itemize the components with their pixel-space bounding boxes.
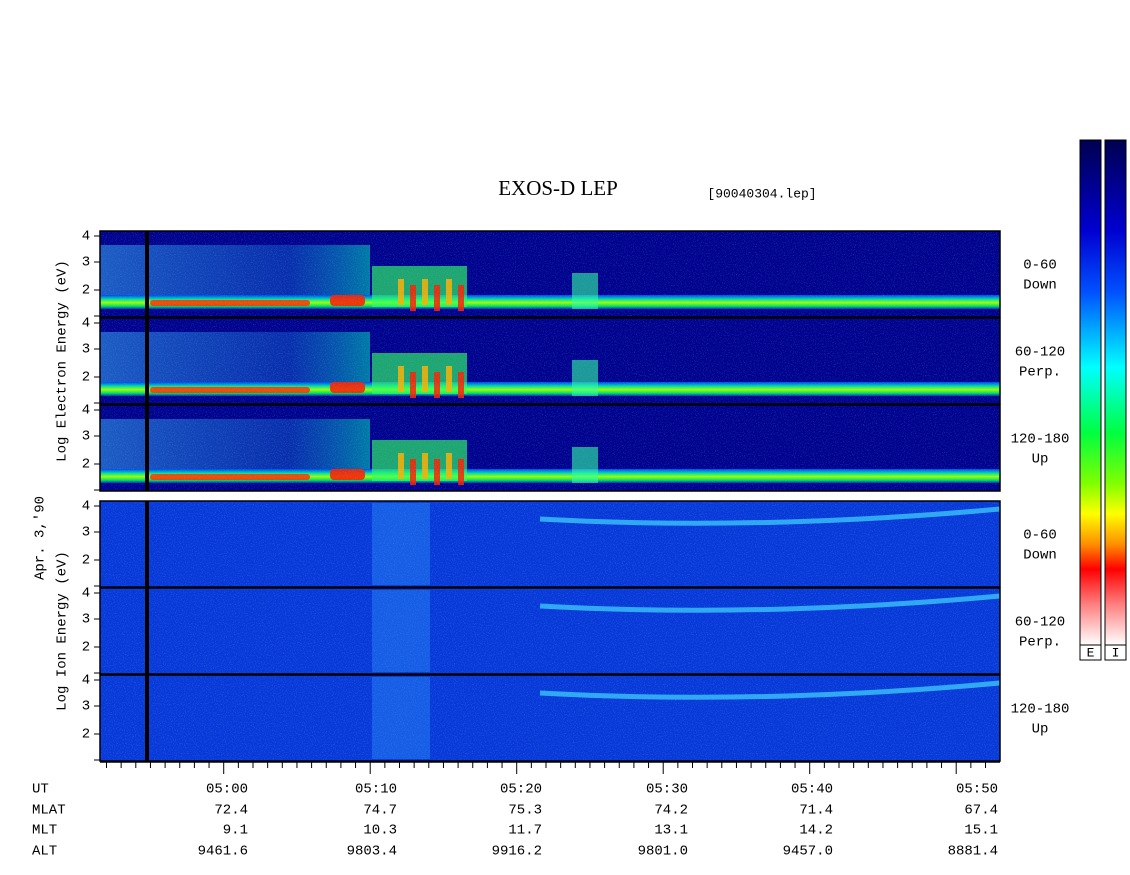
panel: 4 3 2 0-60 Down	[82, 229, 1057, 318]
panel-label: Down	[1023, 548, 1057, 564]
y-tick-label: 2	[82, 727, 90, 743]
spectrogram-noise	[100, 405, 1000, 491]
row-value: 05:20	[500, 782, 542, 798]
row-value: 05:50	[956, 782, 998, 798]
y-tick-label: 3	[82, 429, 90, 445]
panel-frame	[99, 674, 1001, 762]
spectrogram-noise	[100, 501, 1000, 587]
dropout-line	[145, 405, 149, 491]
panel-frame	[99, 230, 1001, 318]
row-value: 13.1	[654, 823, 688, 839]
panel-frame	[99, 500, 1001, 588]
colorbar-e-box	[1079, 644, 1102, 661]
y-tick-label: 4	[82, 586, 90, 602]
panel-label: Down	[1023, 278, 1057, 294]
y-tick-label: 3	[82, 342, 90, 358]
row-value: 74.7	[363, 803, 397, 819]
row-value: 9801.0	[638, 844, 688, 860]
spectrogram-noise	[100, 318, 1000, 404]
row-value: 15.1	[964, 823, 998, 839]
row-value: 05:10	[355, 782, 397, 798]
row-label: MLAT	[32, 803, 66, 819]
panel-label: 60-120	[1015, 615, 1065, 631]
y-tick-label: 4	[82, 316, 90, 332]
y-tick-label: 4	[82, 403, 90, 419]
row-value: 74.2	[654, 803, 688, 819]
panel-label: 120-180	[1011, 432, 1070, 448]
spectrogram-noise	[100, 231, 1000, 317]
time-axis: UT 05:00 05:10 05:20 05:30 05:40 05:50 MLAT 72.4…	[32, 761, 1000, 860]
y-tick-label: 2	[82, 370, 90, 386]
y-tick-label: 3	[82, 612, 90, 628]
panel-frame	[99, 587, 1001, 675]
y-tick-label: 4	[82, 499, 90, 515]
electron-axis-label: Log Electron Energy (eV)	[55, 260, 71, 462]
row-value: 75.3	[508, 803, 542, 819]
panel: 4 3 2 0-60 Down	[82, 499, 1057, 588]
ion-axis-label: Log Ion Energy (eV)	[55, 551, 71, 711]
row-value: 05:00	[206, 782, 248, 798]
dropout-line	[145, 501, 149, 587]
row-value: 05:30	[646, 782, 688, 798]
dropout-line	[145, 675, 149, 761]
y-tick-label: 4	[82, 229, 90, 245]
panel-label: Perp.	[1019, 365, 1061, 381]
y-tick-label: 2	[82, 553, 90, 569]
panel-label: 60-120	[1015, 345, 1065, 361]
dropout-line	[145, 231, 149, 317]
row-value: 11.7	[508, 823, 542, 839]
row-value: 10.3	[363, 823, 397, 839]
row-value: 72.4	[214, 803, 248, 819]
y-tick-label: 3	[82, 525, 90, 541]
y-tick-label: 2	[82, 283, 90, 299]
row-value: 05:40	[791, 782, 833, 798]
row-label: UT	[32, 782, 49, 798]
panel-frame	[99, 317, 1001, 405]
title: EXOS-D LEP	[498, 176, 618, 200]
row-value: 8881.4	[948, 844, 998, 860]
panel-frame	[99, 404, 1001, 492]
row-value: 9916.2	[492, 844, 542, 860]
row-value: 14.2	[799, 823, 833, 839]
row-value: 71.4	[799, 803, 833, 819]
panel-label: 0-60	[1023, 528, 1057, 544]
panel: 4 3 2 120-180 Up	[82, 673, 1070, 762]
panels: 4 3 2 0-60 Down 4 3 2 60-120 Perp. 4 3 2 120-180 Up 4 3 2…	[82, 229, 1070, 762]
row-value: 67.4	[964, 803, 998, 819]
panel-label: 0-60	[1023, 258, 1057, 274]
date-label: Apr. 3,'90	[33, 496, 49, 580]
panel: 4 3 2 120-180 Up	[82, 403, 1070, 492]
row-label: ALT	[32, 844, 57, 860]
dropout-line	[145, 588, 149, 674]
row-value: 9457.0	[783, 844, 833, 860]
y-tick-label: 4	[82, 673, 90, 689]
colorbar-label: I	[1112, 645, 1120, 660]
colorbar-i	[1104, 139, 1127, 646]
row-value: 9461.6	[198, 844, 248, 860]
row-value: 9803.4	[347, 844, 397, 860]
colorbar-e	[1079, 139, 1102, 646]
panel-label: 120-180	[1011, 702, 1070, 718]
spectrogram-noise	[100, 675, 1000, 761]
colorbar-label: E	[1087, 645, 1095, 660]
colorbar-i-box	[1104, 644, 1127, 661]
panel-label: Up	[1032, 722, 1049, 738]
row-value: 9.1	[223, 823, 248, 839]
y-tick-label: 2	[82, 457, 90, 473]
y-tick-label: 3	[82, 255, 90, 271]
spectrogram-noise	[100, 588, 1000, 674]
panel: 4 3 2 60-120 Perp.	[82, 586, 1065, 675]
dropout-line	[145, 318, 149, 404]
panel: 4 3 2 60-120 Perp.	[82, 316, 1065, 405]
panel-label: Perp.	[1019, 635, 1061, 651]
y-tick-label: 3	[82, 699, 90, 715]
panel-label: Up	[1032, 452, 1049, 468]
row-label: MLT	[32, 823, 57, 839]
file-name: [90040304.lep]	[707, 186, 816, 201]
y-tick-label: 2	[82, 640, 90, 656]
